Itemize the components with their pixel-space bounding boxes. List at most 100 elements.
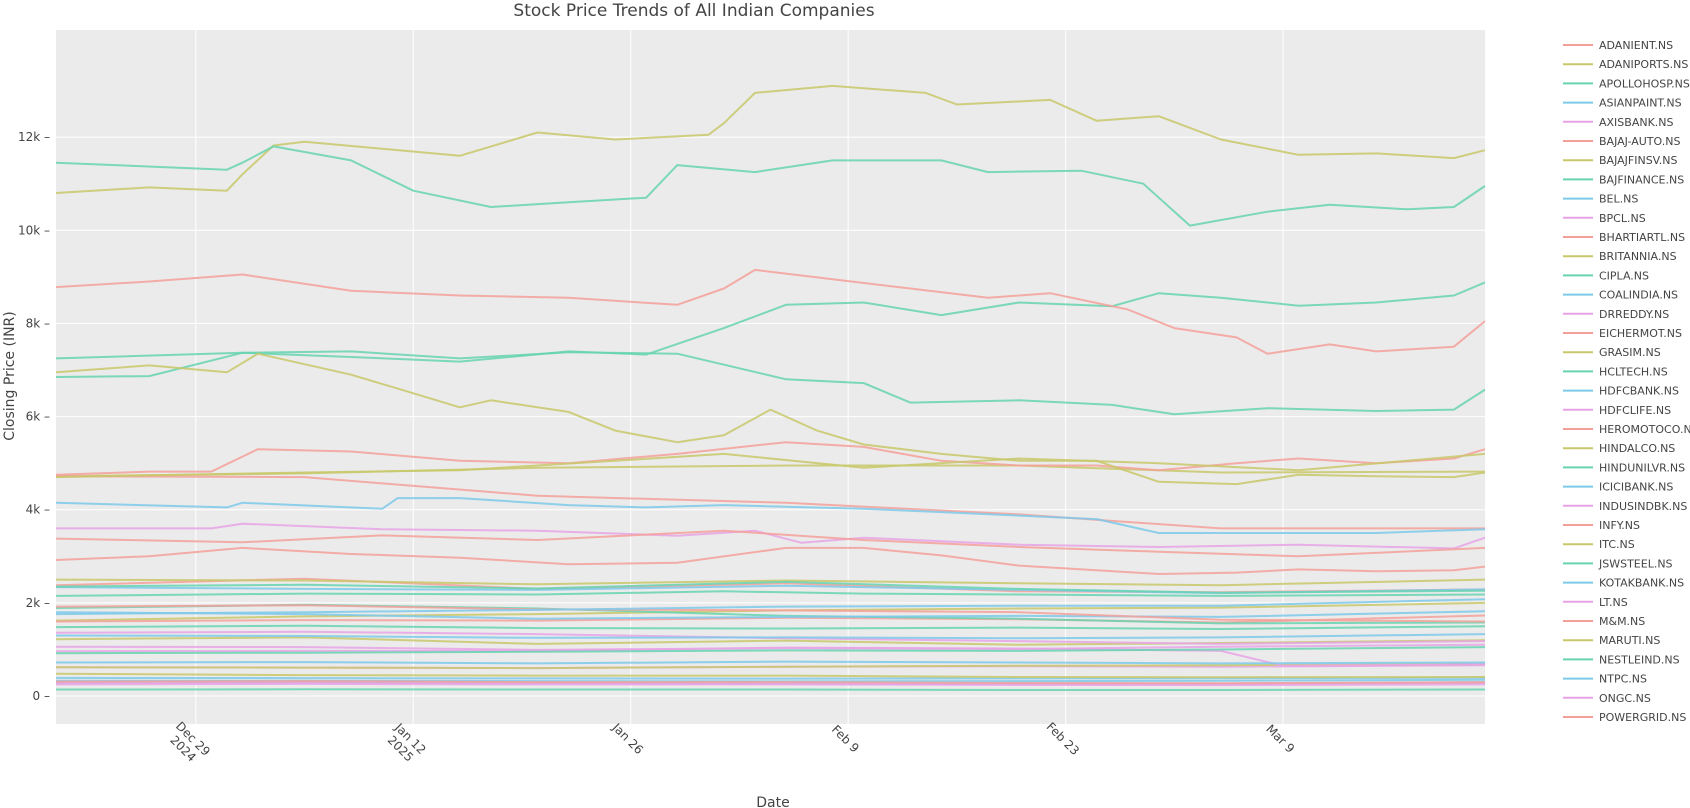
- legend-item[interactable]: NTPC.NS: [1563, 673, 1647, 686]
- legend-item[interactable]: JSWSTEEL.NS: [1563, 557, 1673, 570]
- legend-label: HCLTECH.NS: [1599, 365, 1668, 378]
- series-line[interactable]: [55, 590, 1486, 597]
- legend-item[interactable]: EICHERMOT.NS: [1563, 327, 1682, 340]
- legend-label: AXISBANK.NS: [1599, 116, 1674, 129]
- legend-item[interactable]: BAJAJ-AUTO.NS: [1563, 135, 1680, 148]
- legend-item[interactable]: POWERGRID.NS: [1563, 711, 1686, 724]
- legend[interactable]: ADANIENT.NS ADANIPORTS.NS APOLLOHOSP.NS ASI…: [1563, 39, 1690, 724]
- legend-label: HDFCLIFE.NS: [1599, 404, 1671, 417]
- series-line[interactable]: [55, 84, 1486, 194]
- grid-lines: [56, 30, 1485, 724]
- series-line[interactable]: [55, 688, 1486, 691]
- legend-item[interactable]: HDFCLIFE.NS: [1563, 404, 1671, 417]
- legend-label: HINDUNILVR.NS: [1599, 461, 1685, 474]
- series-line[interactable]: [56, 522, 1486, 550]
- y-tick-label: 0 –: [33, 689, 50, 703]
- legend-item[interactable]: BRITANNIA.NS: [1563, 250, 1677, 263]
- series-line[interactable]: [55, 578, 1486, 587]
- series-line[interactable]: [55, 624, 1486, 630]
- legend-label: KOTAKBANK.NS: [1599, 577, 1684, 590]
- series-line[interactable]: [55, 660, 1486, 665]
- legend-item[interactable]: BAJFINANCE.NS: [1563, 173, 1684, 186]
- legend-item[interactable]: INDUSINDBK.NS: [1563, 500, 1687, 513]
- legend-item[interactable]: INFY.NS: [1563, 519, 1640, 532]
- legend-item[interactable]: BAJAJFINSV.NS: [1563, 154, 1678, 167]
- series-line[interactable]: [55, 672, 1486, 679]
- legend-item[interactable]: HINDALCO.NS: [1563, 442, 1675, 455]
- legend-item[interactable]: HINDUNILVR.NS: [1563, 461, 1685, 474]
- legend-label: MARUTI.NS: [1599, 634, 1660, 647]
- legend-label: BHARTIARTL.NS: [1599, 231, 1685, 244]
- legend-item[interactable]: BEL.NS: [1563, 193, 1638, 206]
- y-tick-label: 8k –: [26, 316, 50, 330]
- series-line[interactable]: [55, 145, 1486, 227]
- legend-item[interactable]: KOTAKBANK.NS: [1563, 577, 1684, 590]
- legend-item[interactable]: APOLLOHOSP.NS: [1563, 77, 1690, 90]
- legend-label: HINDALCO.NS: [1599, 442, 1675, 455]
- y-tick-label: 6k –: [26, 410, 50, 424]
- legend-label: BRITANNIA.NS: [1599, 250, 1677, 263]
- legend-item[interactable]: M&M.NS: [1563, 615, 1645, 628]
- legend-item[interactable]: GRASIM.NS: [1563, 346, 1661, 359]
- legend-item[interactable]: COALINDIA.NS: [1563, 289, 1678, 302]
- legend-item[interactable]: ITC.NS: [1563, 538, 1635, 551]
- series-line[interactable]: [55, 580, 1486, 594]
- series-line[interactable]: [55, 350, 1486, 416]
- series-line[interactable]: [55, 497, 1486, 534]
- legend-item[interactable]: NESTLEIND.NS: [1563, 653, 1680, 666]
- legend-item[interactable]: ICICIBANK.NS: [1563, 481, 1673, 494]
- legend-label: CIPLA.NS: [1599, 269, 1649, 282]
- legend-item[interactable]: BHARTIARTL.NS: [1563, 231, 1685, 244]
- y-tick-label: 12k –: [18, 130, 50, 144]
- series-line[interactable]: [55, 281, 1486, 378]
- series-line[interactable]: [55, 268, 1486, 355]
- legend-label: INFY.NS: [1599, 519, 1640, 532]
- legend-label: NTPC.NS: [1599, 673, 1647, 686]
- legend-label: JSWSTEEL.NS: [1598, 557, 1673, 570]
- series-line[interactable]: [55, 682, 1486, 687]
- series-line[interactable]: [55, 441, 1486, 476]
- legend-item[interactable]: CIPLA.NS: [1563, 269, 1649, 282]
- series-line[interactable]: [55, 610, 1486, 620]
- legend-item[interactable]: LT.NS: [1563, 596, 1628, 609]
- y-tick-label: 10k –: [18, 223, 50, 237]
- chart-title: Stock Price Trends of All Indian Compani…: [513, 1, 874, 21]
- legend-label: POWERGRID.NS: [1599, 711, 1686, 724]
- series-line[interactable]: [55, 452, 1486, 479]
- legend-item[interactable]: DRREDDY.NS: [1563, 308, 1669, 321]
- legend-label: INDUSINDBK.NS: [1599, 500, 1687, 513]
- series-line[interactable]: [55, 352, 1486, 486]
- legend-item[interactable]: HEROMOTOCO.NS: [1563, 423, 1690, 436]
- series-line[interactable]: [55, 598, 1486, 616]
- legend-item[interactable]: AXISBANK.NS: [1563, 116, 1674, 129]
- plot-area: [56, 30, 1485, 724]
- series-line[interactable]: [55, 646, 1486, 655]
- legend-item[interactable]: ONGC.NS: [1563, 692, 1651, 705]
- legend-label: APOLLOHOSP.NS: [1599, 77, 1690, 90]
- legend-label: BAJAJFINSV.NS: [1599, 154, 1678, 167]
- legend-label: ITC.NS: [1599, 538, 1635, 551]
- legend-item[interactable]: ADANIPORTS.NS: [1563, 58, 1688, 71]
- series-line[interactable]: [55, 529, 1486, 558]
- legend-label: ASIANPAINT.NS: [1599, 97, 1682, 110]
- series-line[interactable]: [55, 546, 1486, 575]
- legend-item[interactable]: HCLTECH.NS: [1563, 365, 1668, 378]
- legend-item[interactable]: ADANIENT.NS: [1563, 39, 1673, 52]
- legend-label: ADANIPORTS.NS: [1599, 58, 1688, 71]
- series-line[interactable]: [55, 475, 1485, 530]
- legend-item[interactable]: HDFCBANK.NS: [1563, 385, 1679, 398]
- legend-label: BPCL.NS: [1599, 212, 1646, 225]
- legend-label: ONGC.NS: [1599, 692, 1651, 705]
- legend-label: BAJAJ-AUTO.NS: [1599, 135, 1680, 148]
- legend-item[interactable]: ASIANPAINT.NS: [1563, 97, 1682, 110]
- series-line[interactable]: [55, 633, 1486, 640]
- series-line[interactable]: [55, 662, 1486, 670]
- legend-label: ADANIENT.NS: [1599, 39, 1673, 52]
- series-line[interactable]: [55, 680, 1486, 685]
- y-tick-label: 2k –: [26, 596, 50, 610]
- legend-item[interactable]: BPCL.NS: [1563, 212, 1646, 225]
- y-tick-label: 4k –: [26, 503, 50, 517]
- series-line[interactable]: [55, 604, 1486, 623]
- legend-item[interactable]: MARUTI.NS: [1563, 634, 1660, 647]
